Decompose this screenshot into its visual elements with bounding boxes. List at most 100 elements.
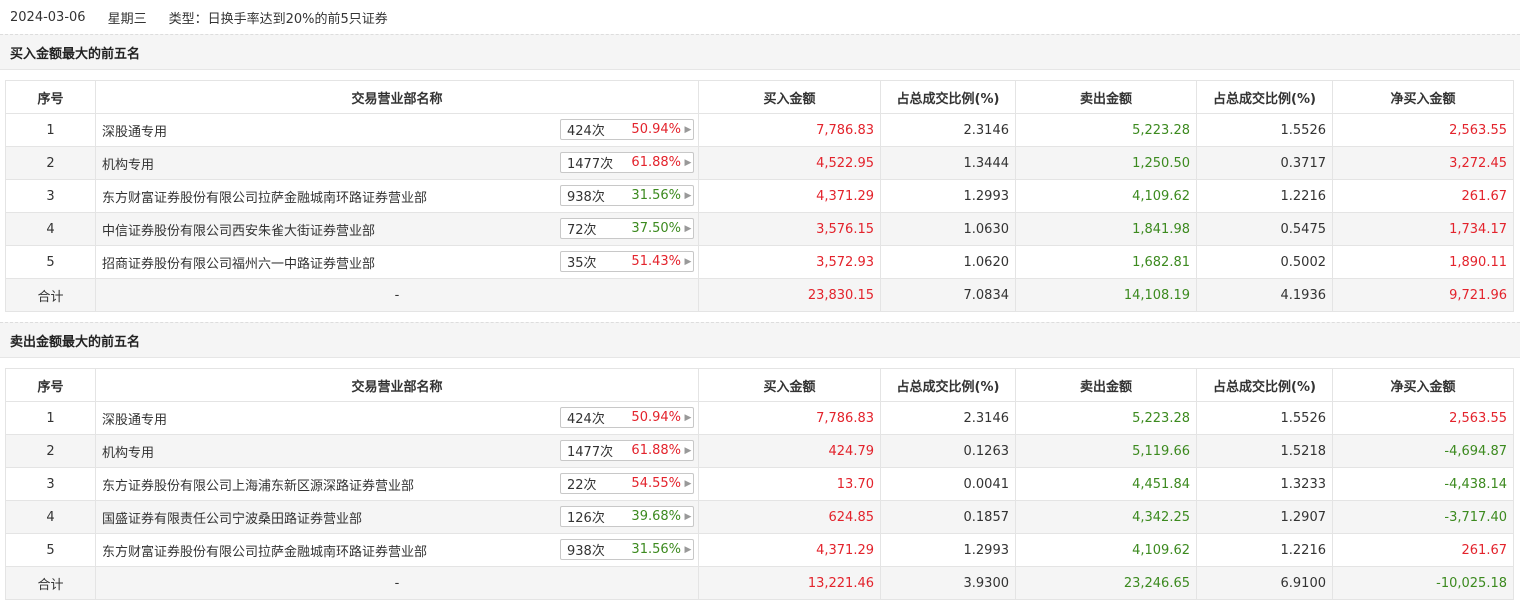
branch-stats-button[interactable]: 35次 51.43% ▶ [560, 251, 694, 272]
branch-name-cell: 东方财富证券股份有限公司拉萨金融城南环路证券营业部 938次 31.56% ▶ [95, 179, 699, 213]
row-no: 3 [5, 179, 96, 213]
buy-amount: 4,371.29 [698, 179, 881, 213]
sell-amount: 4,109.62 [1015, 533, 1197, 567]
total-label: 合计 [5, 278, 96, 312]
col-header-buy: 买入金额 [698, 368, 881, 402]
caret-right-icon: ▶ [684, 478, 692, 489]
listing-count: 938次 [567, 190, 605, 205]
branch-name-link[interactable]: 机构专用 [102, 445, 155, 461]
buy-ratio: 0.0041 [880, 467, 1016, 501]
total-row: 合计 -23,830.15 7.0834 14,108.19 4.1936 9,721.9… [5, 278, 1514, 312]
listing-count: 938次 [567, 544, 605, 559]
listing-count: 35次 [567, 256, 597, 271]
table-row: 3 东方财富证券股份有限公司拉萨金融城南环路证券营业部 938次 31.56% ▶ 4,3… [5, 179, 1514, 213]
caret-right-icon: ▶ [684, 544, 692, 555]
col-header-buy-ratio: 占总成交比例(%) [880, 368, 1016, 402]
sell-amount: 1,250.50 [1015, 146, 1197, 180]
row-no: 5 [5, 245, 96, 279]
buy-amount: 424.79 [698, 434, 881, 468]
branch-stats-button[interactable]: 938次 31.56% ▶ [560, 185, 694, 206]
sell-ratio: 1.3233 [1196, 467, 1333, 501]
sell-amount: 4,342.25 [1015, 500, 1197, 534]
branch-stats-button[interactable]: 126次 39.68% ▶ [560, 506, 694, 527]
branch-name-link[interactable]: 国盛证券有限责任公司宁波桑田路证券营业部 [102, 511, 363, 527]
buy-amount: 3,572.93 [698, 245, 881, 279]
total-net-amount: 9,721.96 [1332, 278, 1514, 312]
table-row: 5 招商证券股份有限公司福州六一中路证券营业部 35次 51.43% ▶ 3,572.93… [5, 245, 1514, 279]
branch-name-cell: 机构专用 1477次 61.88% ▶ [95, 434, 699, 468]
caret-right-icon: ▶ [684, 223, 692, 234]
rise-probability: 50.94% [631, 410, 681, 425]
col-header-sell-ratio: 占总成交比例(%) [1196, 368, 1333, 402]
sell-amount: 5,223.28 [1015, 113, 1197, 147]
rise-probability: 39.68% [631, 509, 681, 524]
row-no: 5 [5, 533, 96, 567]
sell-ratio: 1.5526 [1196, 113, 1333, 147]
sell-ratio: 1.5526 [1196, 401, 1333, 435]
caret-right-icon: ▶ [684, 445, 692, 456]
sell-section-title: 卖出金额最大的前五名 [0, 322, 1520, 358]
sell-ratio: 1.2216 [1196, 179, 1333, 213]
branch-name-cell: 国盛证券有限责任公司宁波桑田路证券营业部 126次 39.68% ▶ [95, 500, 699, 534]
col-header-sell-ratio: 占总成交比例(%) [1196, 80, 1333, 114]
sell-ratio: 1.2216 [1196, 533, 1333, 567]
buy-ratio: 2.3146 [880, 401, 1016, 435]
listing-count: 72次 [567, 223, 597, 238]
row-no: 2 [5, 146, 96, 180]
buy-amount: 4,522.95 [698, 146, 881, 180]
row-no: 2 [5, 434, 96, 468]
branch-stats-button[interactable]: 938次 31.56% ▶ [560, 539, 694, 560]
branch-name-link[interactable]: 招商证券股份有限公司福州六一中路证券营业部 [102, 256, 376, 272]
sell-top5-table: 序号 交易营业部名称 买入金额 占总成交比例(%) 卖出金额 占总成交比例(%)… [5, 368, 1514, 600]
buy-amount: 7,786.83 [698, 113, 881, 147]
listing-count: 22次 [567, 478, 597, 493]
table-row: 2 机构专用 1477次 61.88% ▶ 424.79 0.1263 5,119.66 1.5… [5, 434, 1514, 468]
net-amount: 3,272.45 [1332, 146, 1514, 180]
branch-name-link[interactable]: 深股通专用 [102, 124, 168, 140]
total-row: 合计 -13,221.46 3.9300 23,246.65 6.9100 -10,025… [5, 566, 1514, 600]
buy-amount: 3,576.15 [698, 212, 881, 246]
listing-count: 1477次 [567, 445, 614, 460]
sell-amount: 5,119.66 [1015, 434, 1197, 468]
rise-probability: 51.43% [631, 254, 681, 269]
table-row: 3 东方证券股份有限公司上海浦东新区源深路证券营业部 22次 54.55% ▶ 13.70… [5, 467, 1514, 501]
net-amount: 2,563.55 [1332, 401, 1514, 435]
buy-amount: 4,371.29 [698, 533, 881, 567]
listing-count: 424次 [567, 412, 605, 427]
buy-ratio: 2.3146 [880, 113, 1016, 147]
buy-ratio: 1.3444 [880, 146, 1016, 180]
caret-right-icon: ▶ [684, 190, 692, 201]
total-net-amount: -10,025.18 [1332, 566, 1514, 600]
branch-stats-button[interactable]: 1477次 61.88% ▶ [560, 440, 694, 461]
total-sell-ratio: 4.1936 [1196, 278, 1333, 312]
table-row: 1 深股通专用 424次 50.94% ▶ 7,786.83 2.3146 5,223.28 1… [5, 113, 1514, 147]
sell-amount: 4,451.84 [1015, 467, 1197, 501]
branch-stats-button[interactable]: 22次 54.55% ▶ [560, 473, 694, 494]
top-info-bar: 2024-03-06 星期三 类型：日换手率达到20%的前5只证券 [0, 0, 1520, 34]
col-header-buy-ratio: 占总成交比例(%) [880, 80, 1016, 114]
branch-name-cell: 深股通专用 424次 50.94% ▶ [95, 401, 699, 435]
table-row: 1 深股通专用 424次 50.94% ▶ 7,786.83 2.3146 5,223.28 1… [5, 401, 1514, 435]
row-no: 1 [5, 113, 96, 147]
branch-name-cell: 机构专用 1477次 61.88% ▶ [95, 146, 699, 180]
table-row: 2 机构专用 1477次 61.88% ▶ 4,522.95 1.3444 1,250.50 0… [5, 146, 1514, 180]
branch-name-link[interactable]: 中信证券股份有限公司西安朱雀大街证券营业部 [102, 223, 376, 239]
branch-name-link[interactable]: 东方财富证券股份有限公司拉萨金融城南环路证券营业部 [102, 190, 428, 206]
table-header-row: 序号 交易营业部名称 买入金额 占总成交比例(%) 卖出金额 占总成交比例(%)… [5, 80, 1514, 114]
branch-name-link[interactable]: 东方证券股份有限公司上海浦东新区源深路证券营业部 [102, 478, 415, 494]
total-label: 合计 [5, 566, 96, 600]
branch-name-link[interactable]: 机构专用 [102, 157, 155, 173]
total-sell-amount: 23,246.65 [1015, 566, 1197, 600]
trade-date: 2024-03-06 [10, 9, 86, 25]
rise-probability: 37.50% [631, 221, 681, 236]
branch-stats-button[interactable]: 1477次 61.88% ▶ [560, 152, 694, 173]
branch-name-link[interactable]: 东方财富证券股份有限公司拉萨金融城南环路证券营业部 [102, 544, 428, 560]
total-buy-ratio: 3.9300 [880, 566, 1016, 600]
sell-ratio: 0.3717 [1196, 146, 1333, 180]
branch-name-cell: 中信证券股份有限公司西安朱雀大街证券营业部 72次 37.50% ▶ [95, 212, 699, 246]
branch-stats-button[interactable]: 424次 50.94% ▶ [560, 407, 694, 428]
branch-stats-button[interactable]: 424次 50.94% ▶ [560, 119, 694, 140]
sell-ratio: 1.2907 [1196, 500, 1333, 534]
branch-stats-button[interactable]: 72次 37.50% ▶ [560, 218, 694, 239]
branch-name-link[interactable]: 深股通专用 [102, 412, 168, 428]
